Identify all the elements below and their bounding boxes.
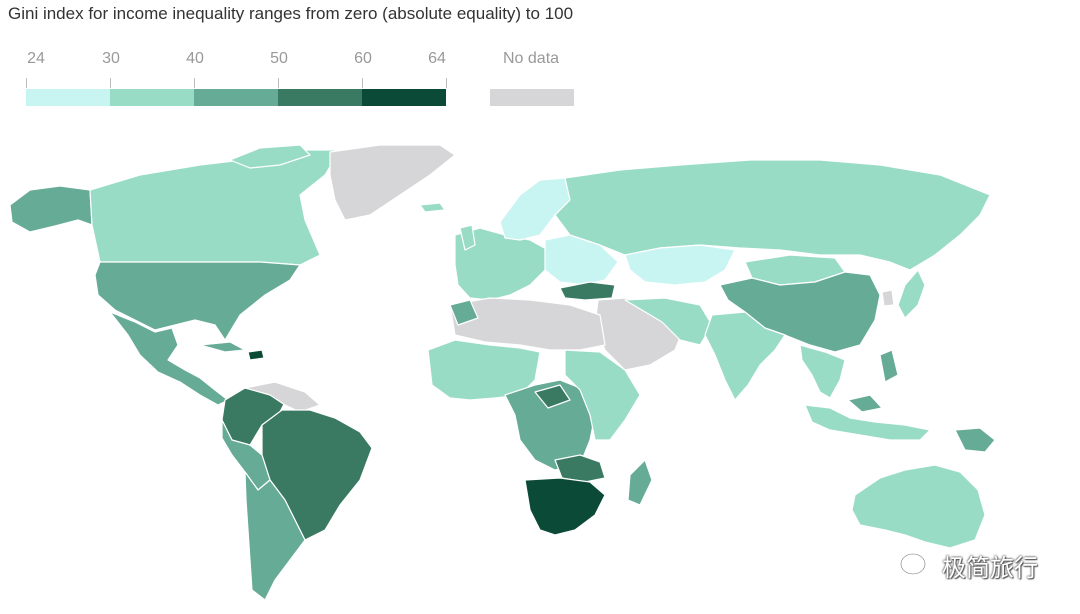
region-south-america-south xyxy=(244,471,306,601)
region-central-asia xyxy=(624,244,736,286)
legend-tick: 50 xyxy=(270,50,288,67)
legend-tick: 64 xyxy=(428,50,446,67)
region-malaysia xyxy=(847,394,883,413)
wechat-icon xyxy=(900,553,932,577)
region-north-america-north xyxy=(229,144,311,169)
legend-tick-mark xyxy=(110,78,111,88)
region-haiti xyxy=(247,349,265,361)
region-korea xyxy=(881,289,895,307)
region-east-africa xyxy=(564,349,641,441)
legend-bin-60-64 xyxy=(362,89,446,106)
region-australia xyxy=(851,464,986,549)
region-greenland xyxy=(329,144,456,221)
legend-tick-mark xyxy=(26,78,27,88)
region-south-east-asia xyxy=(799,344,846,399)
region-morocco xyxy=(449,299,479,326)
region-russia xyxy=(554,159,991,271)
legend-tick-mark xyxy=(194,78,195,88)
legend-tick-mark xyxy=(446,78,447,88)
region-north-africa xyxy=(449,297,606,351)
watermark: 极简旅行 xyxy=(900,548,1038,583)
region-southern-africa xyxy=(524,477,606,536)
watermark-text: 极简旅行 xyxy=(942,554,1038,582)
legend-bin-30-40 xyxy=(110,89,194,106)
region-mexico-central-america xyxy=(109,311,229,406)
region-philippines xyxy=(879,349,899,383)
region-central-africa xyxy=(504,379,596,471)
legend-tick-mark xyxy=(362,78,363,88)
world-map xyxy=(9,144,996,601)
legend-tick: 24 xyxy=(27,50,45,67)
region-caribbean xyxy=(199,341,246,353)
region-turkey xyxy=(559,281,616,301)
region-british-isles xyxy=(459,224,476,251)
legend-bin-50-60 xyxy=(278,89,362,106)
legend-bin-24-30 xyxy=(26,89,110,106)
legend-tick: 60 xyxy=(354,50,372,67)
region-papua-new-guinea xyxy=(954,427,996,453)
legend-bin-40-50 xyxy=(194,89,278,106)
legend-no-data-label: No data xyxy=(503,50,560,67)
region-india xyxy=(704,311,786,401)
region-north-america-north xyxy=(89,149,341,266)
region-car xyxy=(534,384,571,409)
legend-tick: 40 xyxy=(186,50,204,67)
legend-tick-mark xyxy=(278,78,279,88)
region-united-states xyxy=(94,261,301,341)
region-japan xyxy=(897,269,926,319)
legend-tick: 30 xyxy=(102,50,120,67)
region-venezuela xyxy=(244,381,321,413)
map-title: Gini index for income inequality ranges … xyxy=(8,4,574,23)
region-madagascar xyxy=(627,459,653,506)
region-iceland xyxy=(419,202,446,213)
region-alaska xyxy=(9,185,93,233)
region-indonesia xyxy=(804,404,931,441)
legend-no-data-swatch xyxy=(490,89,574,106)
region-scandinavia xyxy=(499,177,571,241)
